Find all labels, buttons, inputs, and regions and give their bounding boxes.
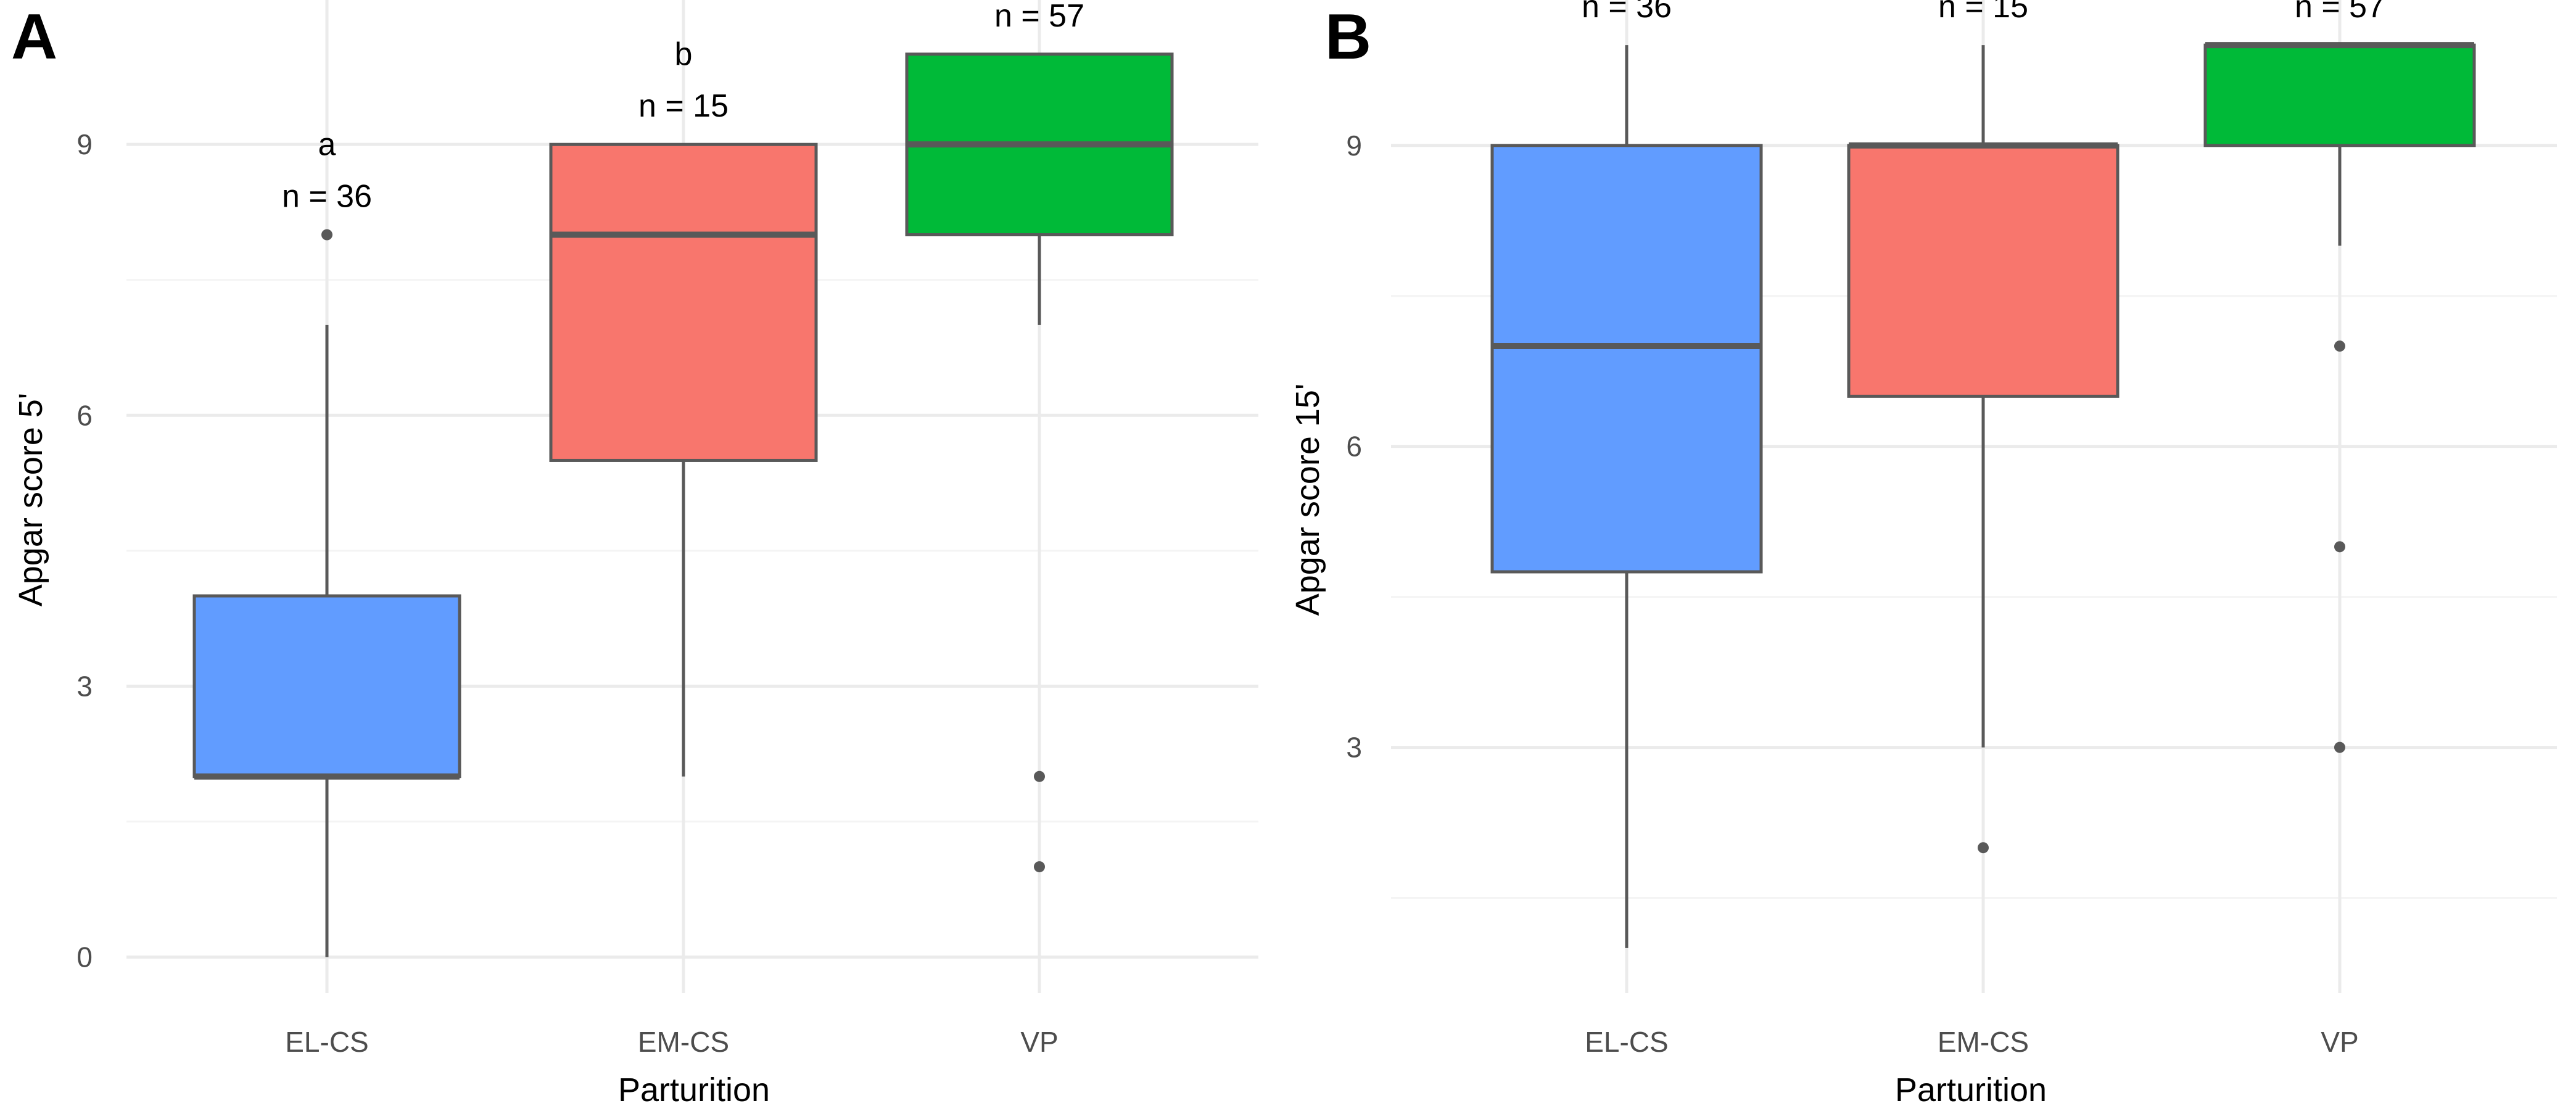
outlier-point xyxy=(1034,770,1045,782)
x-tick-label: EM-CS xyxy=(1938,1026,2029,1058)
box-vp: n = 57b xyxy=(2203,0,2476,753)
panel-b: 3 6 9 n = 36a EL-CS n = 15a EM-CS n = 57b VP Part… xyxy=(1289,0,2557,1109)
box-em-cs: n = 15 b xyxy=(549,36,818,777)
box-body xyxy=(2203,43,2476,147)
box-el-cs: n = 36 a xyxy=(192,127,461,957)
x-tick-label: EL-CS xyxy=(1585,1026,1668,1058)
box-body xyxy=(1847,144,2120,398)
panel-label: B xyxy=(1325,1,1371,73)
y-tick-label: 6 xyxy=(76,399,93,431)
outlier-point xyxy=(2334,541,2345,553)
outlier-point xyxy=(1034,861,1045,873)
sample-size-label: n = 57 xyxy=(994,0,1084,34)
x-axis-title: Parturition xyxy=(1895,1072,2047,1109)
significance-letter: a xyxy=(318,127,336,163)
sample-size-label: n = 15 xyxy=(1938,0,2028,25)
x-tick-label: VP xyxy=(1020,1026,1058,1058)
sample-size-label: n = 57 xyxy=(2295,0,2385,25)
sample-size-label: n = 15 xyxy=(638,88,729,124)
y-tick-label: 3 xyxy=(76,670,93,702)
outlier-point xyxy=(2334,341,2345,352)
x-tick-label: EM-CS xyxy=(638,1026,729,1058)
y-tick-label: 3 xyxy=(1346,732,1362,764)
panel-a: 0 3 6 9 n = 36 a EL-CS n = 15 b EM-CS n = 57b VP Par… xyxy=(11,0,1258,1109)
x-tick-label: EL-CS xyxy=(285,1026,368,1058)
box-em-cs: n = 15a xyxy=(1847,0,2120,854)
outlier-point xyxy=(2334,741,2345,753)
y-tick-label: 6 xyxy=(1346,431,1362,463)
y-tick-label: 9 xyxy=(76,128,93,160)
box-body xyxy=(192,594,461,778)
panel-label: A xyxy=(11,1,57,73)
box-body xyxy=(549,142,818,462)
sample-size-label: n = 36 xyxy=(1582,0,1672,25)
sample-size-label: n = 36 xyxy=(282,179,372,215)
box-body xyxy=(1490,144,1763,574)
box-el-cs: n = 36a xyxy=(1490,0,1763,948)
box-vp: n = 57b xyxy=(905,0,1174,873)
y-tick-label: 9 xyxy=(1346,130,1362,162)
outlier-point xyxy=(321,229,332,241)
y-axis-title: Apgar score 5' xyxy=(12,393,49,607)
x-axis-title: Parturition xyxy=(618,1072,770,1109)
significance-letter: b xyxy=(675,36,693,72)
y-tick-label: 0 xyxy=(76,941,93,973)
y-axis-title: Apgar score 15' xyxy=(1289,384,1326,616)
outlier-point xyxy=(1978,842,1989,854)
x-tick-label: VP xyxy=(2321,1026,2358,1058)
